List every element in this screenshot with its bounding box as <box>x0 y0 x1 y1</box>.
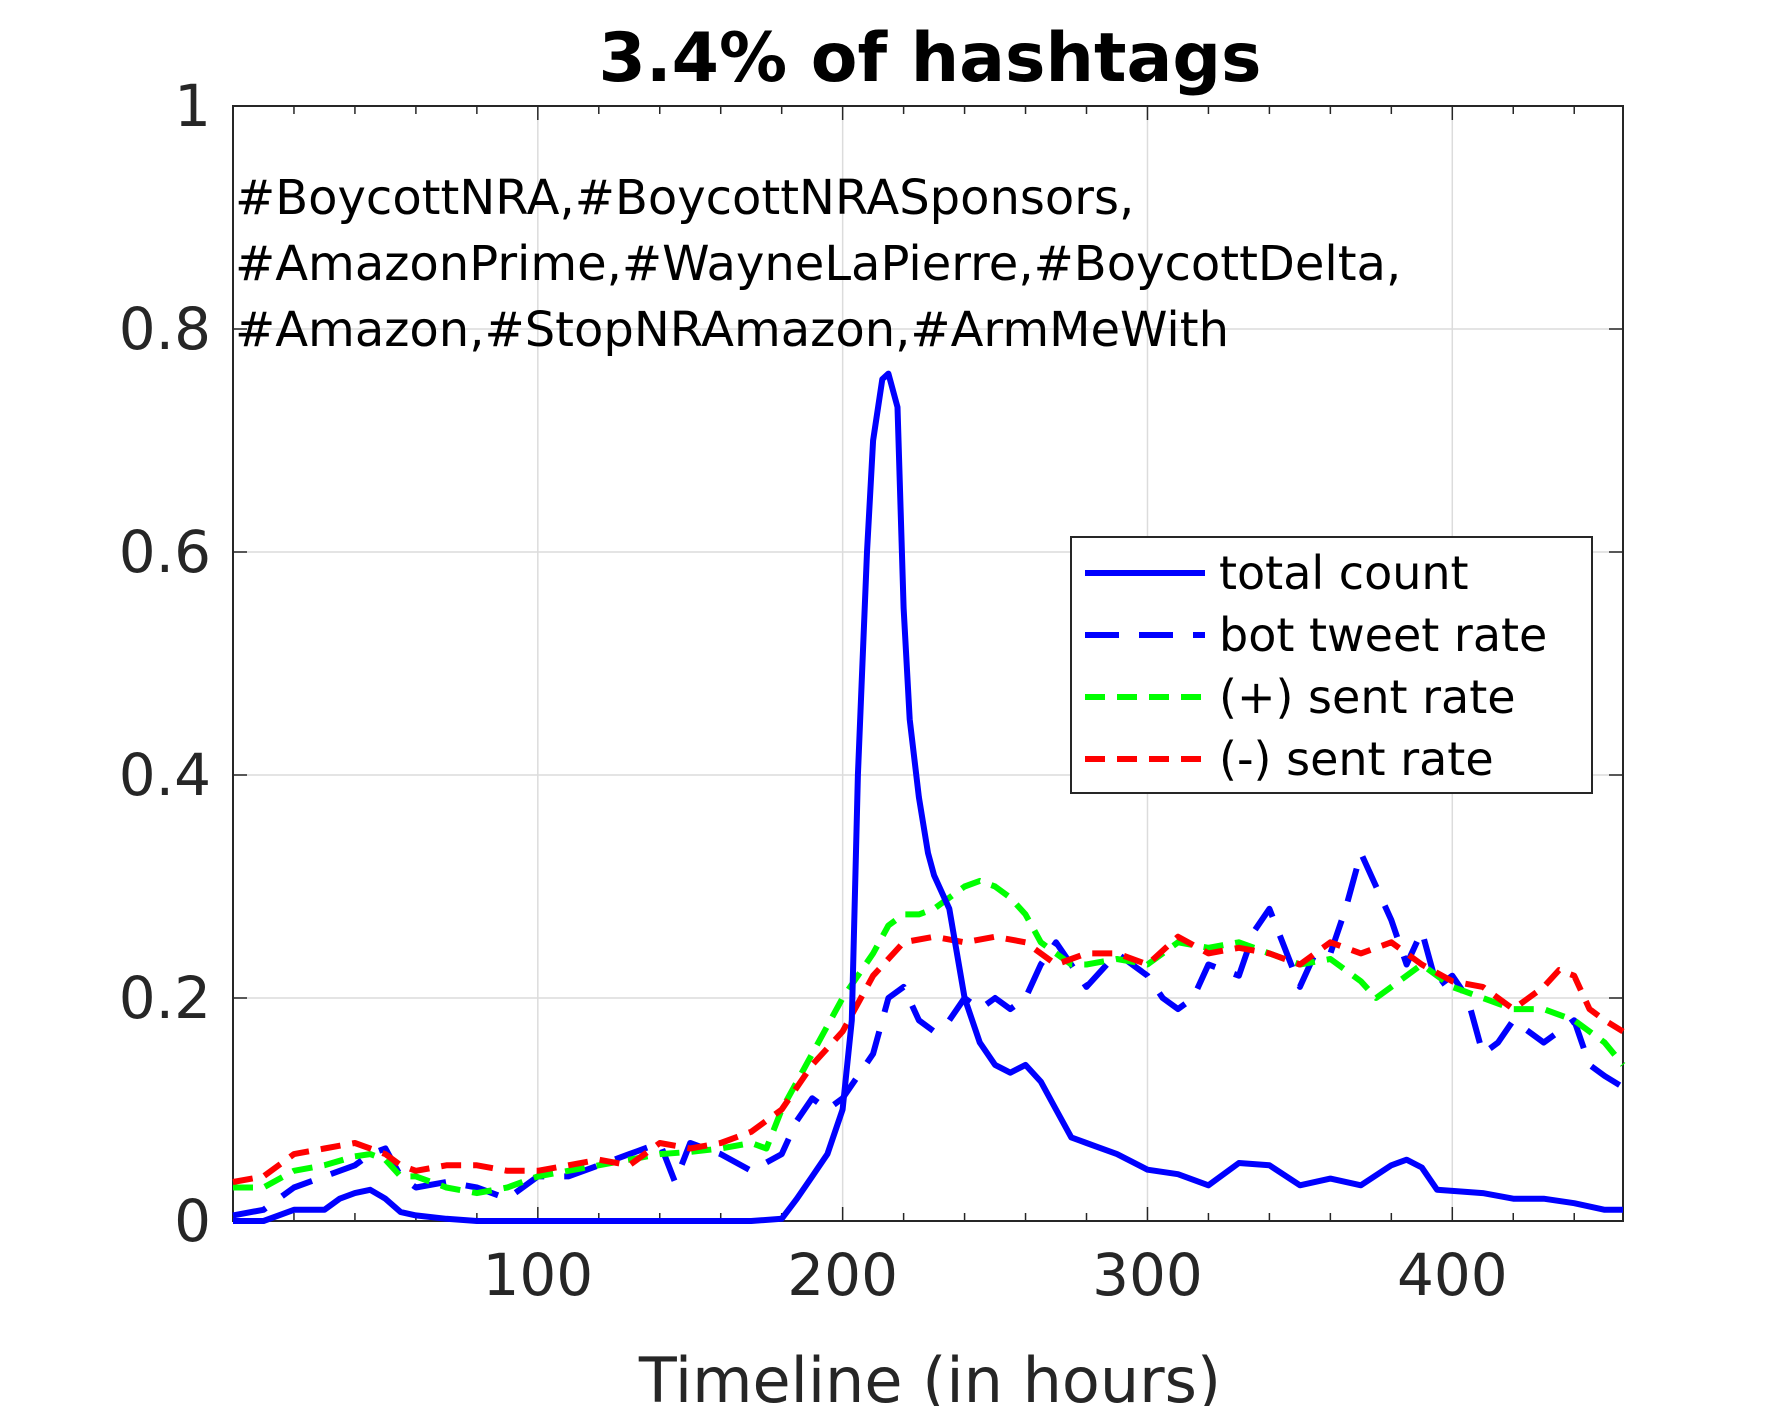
y-tick-label: 0.8 <box>119 295 211 363</box>
legend-label: (-) sent rate <box>1219 732 1494 786</box>
y-tick-label: 0 <box>174 1187 211 1255</box>
series-line-total-count <box>233 370 1623 1224</box>
series-line-bot-tweet-rate <box>232 850 1625 1219</box>
hashtag-annotation: #BoycottNRA,#BoycottNRASponsors, #AmazonP… <box>235 170 1401 358</box>
series-line-sent-rate <box>233 877 1626 1197</box>
legend-label: (+) sent rate <box>1219 670 1516 724</box>
chart-title: 3.4% of hashtags <box>599 19 1262 98</box>
y-tick-label: 0.6 <box>119 518 211 586</box>
y-tick-label: 0.4 <box>119 741 211 809</box>
legend-label: total count <box>1219 546 1469 600</box>
plot-area <box>232 105 1624 1222</box>
legend-box <box>1070 536 1593 794</box>
legend: total count bot tweet rate (+) sent rate (-… <box>1070 536 1593 794</box>
series-line-sent-rate <box>232 933 1625 1185</box>
axis-ticks: 100 200 300 400 0 0.2 0.4 0.6 0.8 1 <box>119 72 1623 1309</box>
x-tick-label: 300 <box>1092 1241 1203 1309</box>
x-tick-label: 400 <box>1397 1241 1508 1309</box>
x-tick-label: 100 <box>482 1241 593 1309</box>
x-axis-label: Timeline (in hours) <box>638 1344 1221 1406</box>
y-tick-label: 0.2 <box>119 964 211 1032</box>
y-tick-label: 1 <box>174 72 211 140</box>
legend-label: bot tweet rate <box>1219 608 1547 662</box>
series-group <box>232 370 1626 1224</box>
annotation-line: #Amazon,#StopNRAmazon,#ArmMeWith <box>235 302 1229 358</box>
annotation-line: #BoycottNRA,#BoycottNRASponsors, <box>235 170 1134 226</box>
annotation-line: #AmazonPrime,#WayneLaPierre,#BoycottDelt… <box>235 236 1401 292</box>
x-tick-label: 200 <box>787 1241 898 1309</box>
